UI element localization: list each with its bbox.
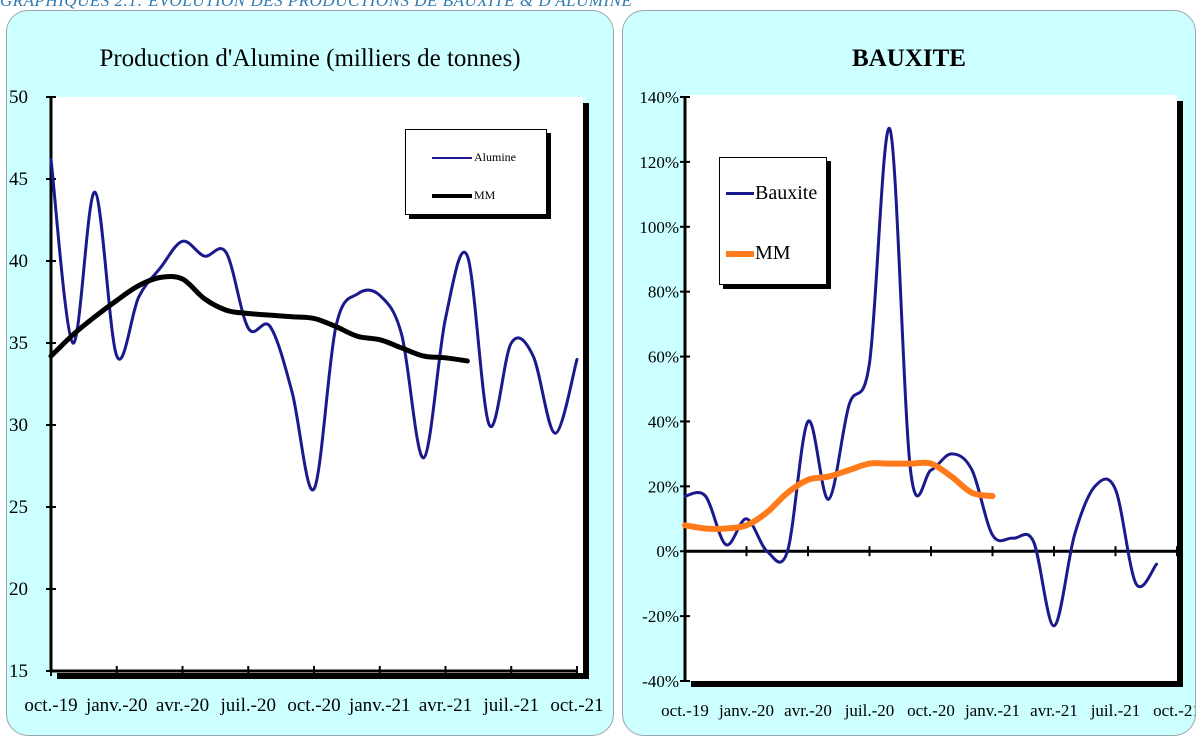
alumina-x-tick-label: oct.-20 xyxy=(287,695,340,716)
alumina-y-tick-label: 40 xyxy=(9,251,28,272)
bauxite-series-line-mm xyxy=(682,459,996,532)
bauxite-chart: 140% 120% 100% 80% 60% 40% 20% 0% -20% -40% oct.-1… xyxy=(639,88,1196,720)
alumina-x-tick-label: juil.-20 xyxy=(220,695,276,716)
bauxite-x-tick-label: janv.-20 xyxy=(718,701,774,720)
alumina-series-line-mm xyxy=(48,273,470,364)
alumina-x-tick-label: janv.-20 xyxy=(85,695,148,716)
legend-item-bauxite: Bauxite xyxy=(726,182,817,205)
alumina-chart-panel: Production d'Alumine (milliers de tonnes… xyxy=(6,10,614,736)
legend-item-alumine: Alumine xyxy=(432,150,516,165)
bauxite-x-tick-label: juil.-20 xyxy=(844,701,895,720)
bauxite-x-tick-label: oct.-21 xyxy=(1153,701,1196,720)
alumina-series-line-alumine xyxy=(49,157,579,492)
alumina-y-tick-label: 35 xyxy=(9,333,28,354)
bauxite-series-line-bauxite xyxy=(683,126,1158,628)
legend-label-alumine: Alumine xyxy=(474,150,516,164)
alumina-x-tick-label: oct.-19 xyxy=(24,695,77,716)
alumina-x-tick-label: janv.-21 xyxy=(348,695,411,716)
alumina-x-tick-label: avr.-21 xyxy=(419,695,472,716)
bauxite-chart-panel: BAUXITE 140% 120% 100% 80% 60% 40% 20% 0% -20% -4… xyxy=(622,10,1196,736)
alumina-chart-title: Production d'Alumine (milliers de tonnes… xyxy=(99,45,521,72)
legend-item-mm: MM xyxy=(432,188,495,203)
legend-label-mm: MM xyxy=(474,188,496,202)
bauxite-y-tick-label: 60% xyxy=(648,348,679,367)
alumina-x-tick-label: juil.-21 xyxy=(483,695,539,716)
alumina-y-tick-label: 50 xyxy=(9,87,28,108)
bauxite-x-tick-label: janv.-21 xyxy=(964,701,1020,720)
alumina-y-tick-label: 25 xyxy=(9,497,28,518)
alumina-y-tick-label: 15 xyxy=(9,661,28,682)
bauxite-y-tick-label: 0% xyxy=(656,542,679,561)
alumina-y-tick-label: 20 xyxy=(9,579,28,600)
bauxite-y-tick-label: 20% xyxy=(648,477,679,496)
legend-swatch-bauxite xyxy=(726,192,754,195)
bauxite-y-tick-label: 40% xyxy=(648,412,679,431)
bauxite-x-tick-label: juil.-21 xyxy=(1090,701,1141,720)
bauxite-y-tick-label: 140% xyxy=(639,88,679,107)
legend-swatch-alumine xyxy=(432,156,472,159)
bauxite-legend: Bauxite MM xyxy=(719,157,827,285)
legend-swatch-mm xyxy=(432,193,472,198)
bauxite-x-tick-label: oct.-19 xyxy=(661,701,709,720)
legend-label-bauxite: Bauxite xyxy=(755,182,818,204)
bauxite-y-tick-label: 80% xyxy=(648,283,679,302)
bauxite-y-tick-label: -40% xyxy=(642,672,679,691)
alumina-y-tick-label: 30 xyxy=(9,415,28,436)
alumina-x-tick-label: avr.-20 xyxy=(156,695,209,716)
bauxite-chart-title: BAUXITE xyxy=(852,45,966,72)
bauxite-y-tick-label: 100% xyxy=(639,218,679,237)
bauxite-x-tick-label: avr.-20 xyxy=(784,701,832,720)
legend-label-mm-bauxite: MM xyxy=(755,242,791,264)
bauxite-y-tick-label: -20% xyxy=(642,607,679,626)
legend-item-mm-bauxite: MM xyxy=(726,242,791,265)
alumina-x-tick-label: oct.-21 xyxy=(550,695,603,716)
bauxite-x-tick-label: oct.-20 xyxy=(907,701,955,720)
alumina-legend: Alumine MM xyxy=(405,129,547,215)
figure-heading: GRAPHIQUES 2.1: EVOLUTION DES PRODUCTION… xyxy=(0,0,633,10)
bauxite-y-tick-label: 120% xyxy=(639,153,679,172)
alumina-chart: 50 45 40 35 30 25 20 15 oct.-19 janv.-20 avr.-20 ju… xyxy=(9,87,604,716)
legend-swatch-mm-bauxite xyxy=(726,250,754,257)
alumina-y-tick-label: 45 xyxy=(9,169,28,190)
bauxite-x-tick-label: avr.-21 xyxy=(1030,701,1078,720)
